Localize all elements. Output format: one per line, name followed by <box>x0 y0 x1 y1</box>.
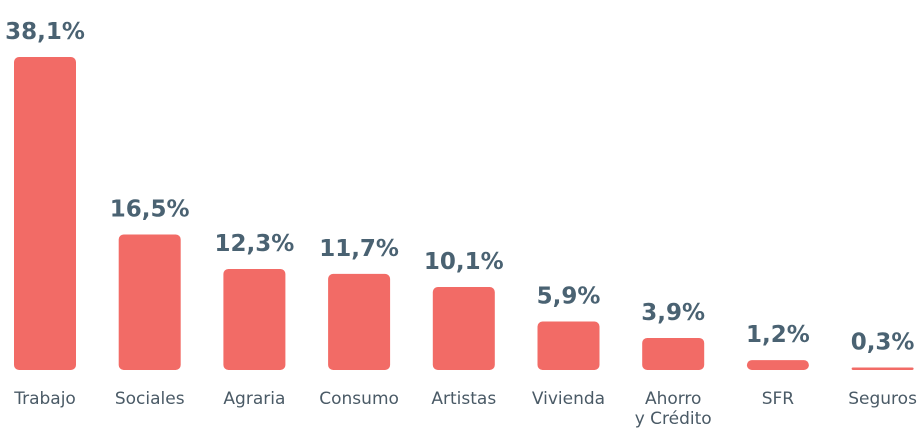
category-label: Ahorro y Crédito <box>635 389 712 429</box>
category-label: Vivienda <box>532 389 605 409</box>
value-label: 12,3% <box>215 231 295 257</box>
bar <box>642 337 705 370</box>
bar <box>537 321 600 370</box>
bar <box>328 273 391 370</box>
value-label: 5,9% <box>537 284 601 310</box>
category-label: SFR <box>762 389 795 409</box>
value-label: 3,9% <box>641 300 705 326</box>
category-label: Agraria <box>223 389 285 409</box>
bar <box>432 287 495 370</box>
value-label: 1,2% <box>746 322 810 348</box>
bar <box>118 234 181 370</box>
value-label: 11,7% <box>319 236 399 262</box>
category-label: Artistas <box>431 389 496 409</box>
category-label: Sociales <box>115 389 185 409</box>
bar <box>851 367 914 370</box>
bar <box>14 57 76 370</box>
value-label: 10,1% <box>424 249 504 275</box>
value-label: 0,3% <box>851 330 915 356</box>
category-label: Seguros <box>848 389 917 409</box>
category-label: Consumo <box>319 389 399 409</box>
bar <box>223 268 286 370</box>
bar <box>746 360 809 370</box>
category-label: Trabajo <box>13 389 76 409</box>
value-label: 16,5% <box>110 196 190 222</box>
value-label: 38,1% <box>5 19 85 45</box>
